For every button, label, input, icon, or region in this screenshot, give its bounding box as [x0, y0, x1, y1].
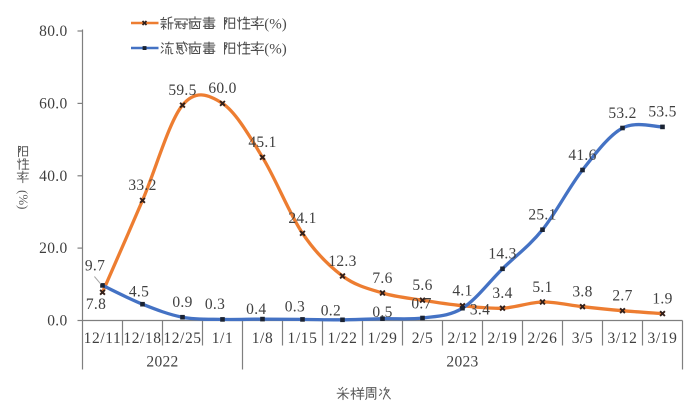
svg-text:24.1: 24.1: [288, 210, 316, 227]
svg-text:12/11: 12/11: [84, 330, 122, 347]
svg-text:0.3: 0.3: [285, 299, 305, 316]
svg-text:3/12: 3/12: [608, 330, 638, 347]
svg-text:2023: 2023: [446, 354, 478, 371]
svg-text:59.5: 59.5: [168, 82, 196, 99]
svg-text:2/19: 2/19: [488, 330, 518, 347]
svg-text:12.3: 12.3: [328, 253, 356, 270]
svg-text:14.3: 14.3: [488, 246, 516, 263]
svg-text:1/22: 1/22: [328, 330, 358, 347]
svg-text:5.6: 5.6: [412, 277, 432, 294]
svg-text:12/25: 12/25: [163, 330, 201, 347]
svg-text:40.0: 40.0: [39, 168, 67, 185]
svg-text:(%): (%): [264, 42, 287, 58]
svg-text:80.0: 80.0: [39, 23, 67, 40]
svg-text:1.9: 1.9: [652, 290, 672, 307]
svg-text:0.9: 0.9: [172, 294, 192, 311]
svg-text:60.0: 60.0: [39, 95, 67, 112]
svg-text:60.0: 60.0: [208, 80, 236, 97]
svg-text:9.7: 9.7: [85, 258, 105, 275]
svg-text:25.1: 25.1: [528, 207, 556, 224]
svg-text:2022: 2022: [146, 354, 178, 371]
svg-text:12/18: 12/18: [123, 330, 161, 347]
svg-text:7.6: 7.6: [372, 270, 392, 287]
svg-text:7.8: 7.8: [86, 296, 106, 313]
svg-text:4.5: 4.5: [129, 284, 149, 301]
svg-text:1/8: 1/8: [252, 330, 274, 347]
svg-text:0.7: 0.7: [411, 296, 431, 313]
svg-text:1/1: 1/1: [212, 330, 234, 347]
svg-text:20.0: 20.0: [39, 240, 67, 257]
svg-text:0.3: 0.3: [205, 296, 225, 313]
svg-text:2/5: 2/5: [412, 330, 434, 347]
svg-text:0.0: 0.0: [47, 313, 67, 330]
svg-text:53.5: 53.5: [648, 104, 676, 121]
svg-text:45.1: 45.1: [248, 134, 276, 151]
svg-text:2/26: 2/26: [528, 330, 558, 347]
svg-text:3/19: 3/19: [648, 330, 678, 347]
svg-text:(%): (%): [264, 17, 287, 33]
svg-text:2/12: 2/12: [448, 330, 478, 347]
svg-text:(%): (%): [16, 190, 31, 210]
svg-text:1/15: 1/15: [288, 330, 318, 347]
svg-text:0.2: 0.2: [321, 302, 341, 319]
svg-text:3/5: 3/5: [572, 330, 594, 347]
svg-text:0.5: 0.5: [372, 304, 392, 321]
svg-text:4.1: 4.1: [452, 283, 472, 300]
svg-text:2.7: 2.7: [612, 288, 632, 305]
svg-text:53.2: 53.2: [608, 105, 636, 122]
svg-text:0.4: 0.4: [246, 301, 266, 318]
svg-text:3.4: 3.4: [492, 285, 512, 302]
svg-text:1/29: 1/29: [368, 330, 398, 347]
svg-text:3.4: 3.4: [470, 302, 490, 319]
svg-text:3.8: 3.8: [572, 284, 592, 301]
svg-text:5.1: 5.1: [532, 279, 552, 296]
svg-text:41.6: 41.6: [568, 147, 596, 164]
svg-text:33.2: 33.2: [128, 177, 156, 194]
